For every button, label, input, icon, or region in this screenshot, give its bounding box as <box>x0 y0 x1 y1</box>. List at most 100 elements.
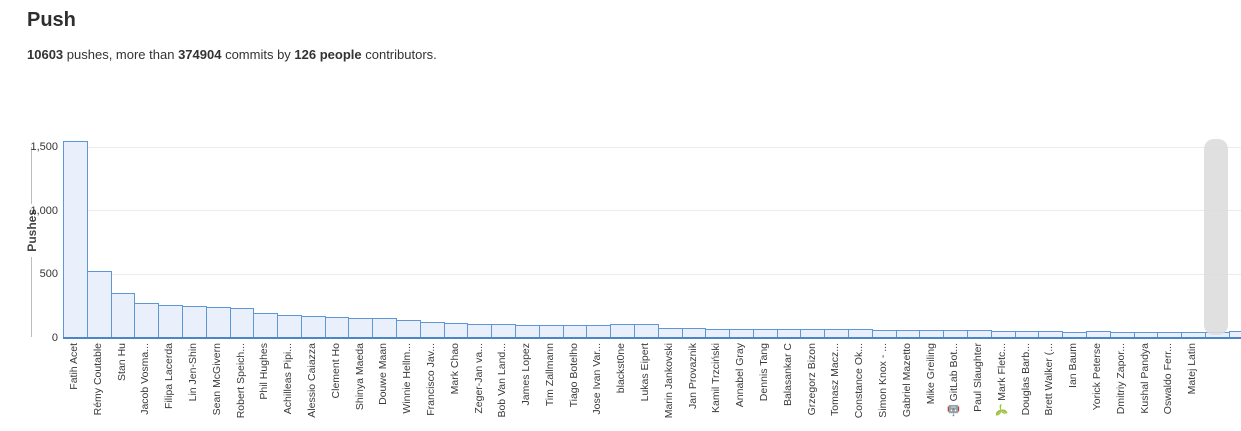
x-axis-label-text: Zeger-Jan va... <box>472 343 485 414</box>
x-axis-label: Dmitriy Zapor... <box>1110 343 1134 429</box>
x-axis-line <box>63 337 1241 339</box>
x-axis-label: Tomasz Macz... <box>824 343 848 429</box>
bar <box>300 316 326 338</box>
x-axis-label: James Lopez <box>515 343 539 429</box>
page-title: Push <box>27 9 76 31</box>
bar <box>467 323 493 338</box>
x-axis-label-text: Yorick Peterse <box>1091 343 1104 411</box>
x-axis-label: Douglas Barb... <box>1015 343 1039 429</box>
x-axis-label: Gabriel Mazetto <box>896 343 920 429</box>
bar <box>158 304 183 338</box>
summary-segment: pushes, more than <box>63 47 179 62</box>
x-axis-label: Jacob Vosma... <box>134 343 158 429</box>
x-axis-label-text: Clement Ho <box>329 343 342 399</box>
x-axis-label-text: Filipa Lacerda <box>163 343 176 409</box>
x-axis-label-text: Shinya Maeda <box>353 343 366 411</box>
x-axis-label-text: Oswaldo Ferr... <box>1162 343 1175 415</box>
x-axis-label: Francisco Jav... <box>420 343 444 429</box>
bar <box>396 320 421 338</box>
x-axis-label-text: Annabel Gray <box>734 343 747 408</box>
gridline <box>63 146 1241 148</box>
bar <box>491 324 516 338</box>
x-axis-label-text: Jacob Vosma... <box>139 343 152 415</box>
x-axis-label-text: Stan Hu <box>115 343 128 381</box>
x-axis-label: Shinya Maeda <box>348 343 372 429</box>
summary-text: 10603 pushes, more than 374904 commits b… <box>27 47 437 62</box>
x-axis-label: Paul Slaughter <box>967 343 991 429</box>
x-axis-label-text: Tiago Botelho <box>567 343 580 408</box>
x-axis-label-text: Simon Knox - ... <box>876 343 889 418</box>
y-axis-title: Pushes <box>22 204 41 257</box>
bar <box>633 324 659 338</box>
x-axis-label: Stan Hu <box>111 343 135 429</box>
x-axis-label-text: Matej Latin <box>1186 343 1199 395</box>
y-tick-label: 1,500 <box>30 141 58 153</box>
x-axis-label: Marin Jankovski <box>658 343 682 429</box>
x-axis-label-text: Lukas Eipert <box>639 343 652 402</box>
x-axis-label: Alessio Caiazza <box>301 343 325 429</box>
x-axis-label-text: Douglas Barb... <box>1019 343 1032 416</box>
x-axis-label-text: Mike Greiling <box>924 343 937 405</box>
x-axis-label-text: Achilleas Pipi... <box>282 343 295 415</box>
x-axis-label-text: Dennis Tang <box>758 343 771 402</box>
gridline <box>63 210 1241 212</box>
x-axis-label-text: Fatih Acet <box>68 343 81 390</box>
x-axis-label: Brett Walker (... <box>1038 343 1062 429</box>
x-axis-label: Winnie Hellm... <box>396 343 420 429</box>
x-axis-label-text: Marin Jankovski <box>662 343 675 419</box>
x-axis-label: Jose Ivan Var... <box>586 343 610 429</box>
x-axis-label-text: Grzegorz Bizon <box>805 343 818 416</box>
x-axis-label-text: Tim Zallmann <box>543 343 556 407</box>
x-axis-label: Jan Provaznik <box>682 343 706 429</box>
x-axis-label-text: Phil Hughes <box>258 343 271 400</box>
x-axis-label: Tiago Botelho <box>563 343 587 429</box>
bar <box>63 140 88 338</box>
x-axis-label-text: 🤖 GitLab Bot... <box>948 343 961 418</box>
x-axis-label: Dennis Tang <box>753 343 777 429</box>
x-axis-label-text: Balasankar C <box>781 343 794 407</box>
x-axis-label: Balasankar C <box>777 343 801 429</box>
summary-segment: commits by <box>221 47 295 62</box>
vertical-scrollbar-thumb[interactable] <box>1204 139 1228 335</box>
bar <box>86 270 112 338</box>
bar <box>515 324 540 338</box>
x-axis-label: Lukas Eipert <box>634 343 658 429</box>
y-tick-label: 1,000 <box>30 204 58 217</box>
x-axis-label-text: Jose Ivan Var... <box>591 343 604 415</box>
bar <box>372 318 398 338</box>
x-axis-label-text: Bob Van Land... <box>496 343 509 418</box>
x-axis-label: Oswaldo Ferr... <box>1157 343 1181 429</box>
x-axis-label: Mark Chao <box>444 343 468 429</box>
x-axis-label: Douwe Maan <box>372 343 396 429</box>
x-axis-label-text: James Lopez <box>520 343 533 406</box>
x-axis-label: Yorick Peterse <box>1086 343 1110 429</box>
x-axis-label-text: Tomasz Macz... <box>829 343 842 416</box>
x-axis-label-text: 🌱 Mark Fletc... <box>995 343 1008 417</box>
pushes-count: 10603 <box>27 47 64 62</box>
x-axis-label: Mike Greiling <box>919 343 943 429</box>
x-axis-label: Constance Ok... <box>848 343 872 429</box>
people-count: 126 people <box>294 47 362 62</box>
x-axis-label-text: Constance Ok... <box>853 343 866 419</box>
x-axis-label: Sean McGivern <box>206 343 230 429</box>
x-axis-label-text: Winnie Hellm... <box>401 343 414 414</box>
x-axis-label-text: Robert Speich... <box>234 343 247 419</box>
x-axis-label-text: Paul Slaughter <box>972 343 985 412</box>
pushes-bar-chart: Pushes 0 500 1,000 1,500 Fatih Acet Rémy Cou… <box>0 100 1241 431</box>
x-axis-label-text: Jan Provaznik <box>686 343 699 409</box>
bar <box>229 308 255 338</box>
x-axis-label-text: Douwe Maan <box>377 343 390 405</box>
x-axis-label: Achilleas Pipi... <box>277 343 301 429</box>
bar <box>134 303 160 338</box>
x-axis-label: Matej Latin <box>1181 343 1205 429</box>
x-axis-label: Kushal Pandya <box>1134 343 1158 429</box>
bar <box>443 322 469 338</box>
x-axis-label-text: blackst0ne <box>615 343 628 394</box>
summary-segment: contributors. <box>361 47 437 62</box>
bar <box>253 313 279 338</box>
x-axis-label: 🌱 Mark Fletc... <box>991 343 1015 429</box>
x-axis-label: Filipa Lacerda <box>158 343 182 429</box>
x-axis-label: Grzegorz Bizon <box>800 343 824 429</box>
gridline <box>63 273 1241 275</box>
